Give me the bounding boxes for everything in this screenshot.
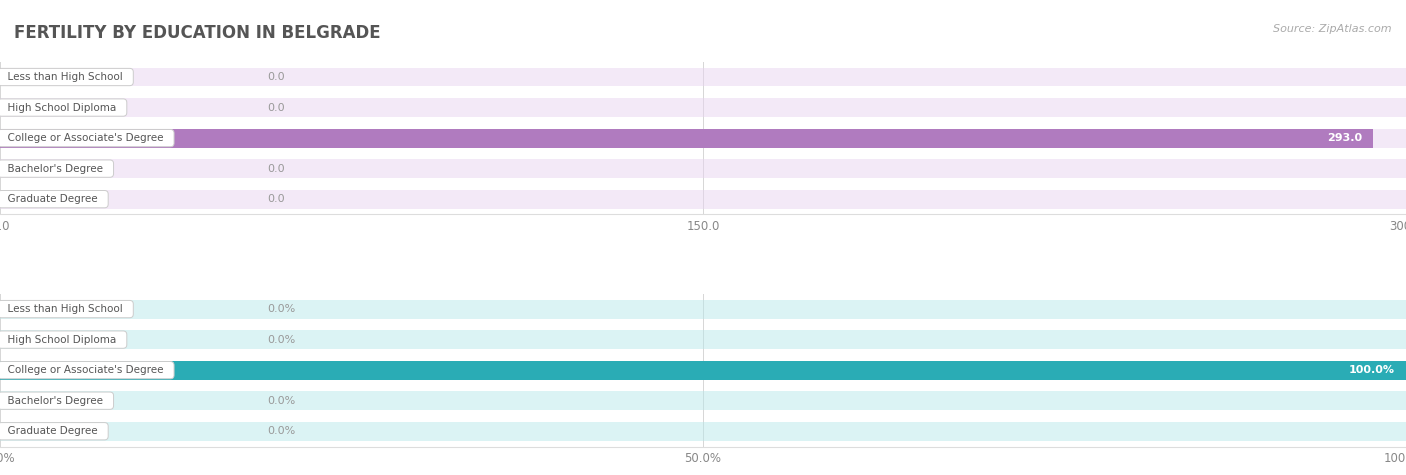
- Bar: [0, 300, 1406, 319]
- Text: 0.0%: 0.0%: [267, 304, 295, 314]
- Bar: [0, 361, 1406, 380]
- Bar: [0, 391, 1406, 410]
- Bar: [0, 190, 1406, 209]
- Bar: [0, 67, 1406, 86]
- Text: High School Diploma: High School Diploma: [1, 103, 124, 113]
- Bar: [0, 98, 1406, 117]
- Bar: [0, 330, 1406, 349]
- Text: College or Associate's Degree: College or Associate's Degree: [1, 133, 170, 143]
- Text: Graduate Degree: Graduate Degree: [1, 426, 104, 436]
- Bar: [0, 159, 1406, 178]
- Text: High School Diploma: High School Diploma: [1, 334, 124, 345]
- Bar: [0, 361, 1406, 380]
- Text: 0.0: 0.0: [267, 163, 285, 174]
- Text: FERTILITY BY EDUCATION IN BELGRADE: FERTILITY BY EDUCATION IN BELGRADE: [14, 24, 381, 42]
- Bar: [0, 129, 1374, 148]
- Text: 0.0: 0.0: [267, 103, 285, 113]
- Text: Less than High School: Less than High School: [1, 72, 129, 82]
- Text: 0.0: 0.0: [267, 72, 285, 82]
- Text: Graduate Degree: Graduate Degree: [1, 194, 104, 204]
- Text: Bachelor's Degree: Bachelor's Degree: [1, 163, 110, 174]
- Text: 0.0%: 0.0%: [267, 426, 295, 436]
- Text: 0.0: 0.0: [267, 194, 285, 204]
- Text: College or Associate's Degree: College or Associate's Degree: [1, 365, 170, 375]
- Text: 100.0%: 100.0%: [1348, 365, 1395, 375]
- Bar: [0, 422, 1406, 441]
- Text: Less than High School: Less than High School: [1, 304, 129, 314]
- Text: Bachelor's Degree: Bachelor's Degree: [1, 396, 110, 406]
- Text: Source: ZipAtlas.com: Source: ZipAtlas.com: [1274, 24, 1392, 34]
- Text: 293.0: 293.0: [1327, 133, 1362, 143]
- Bar: [0, 129, 1406, 148]
- Text: 0.0%: 0.0%: [267, 334, 295, 345]
- Text: 0.0%: 0.0%: [267, 396, 295, 406]
